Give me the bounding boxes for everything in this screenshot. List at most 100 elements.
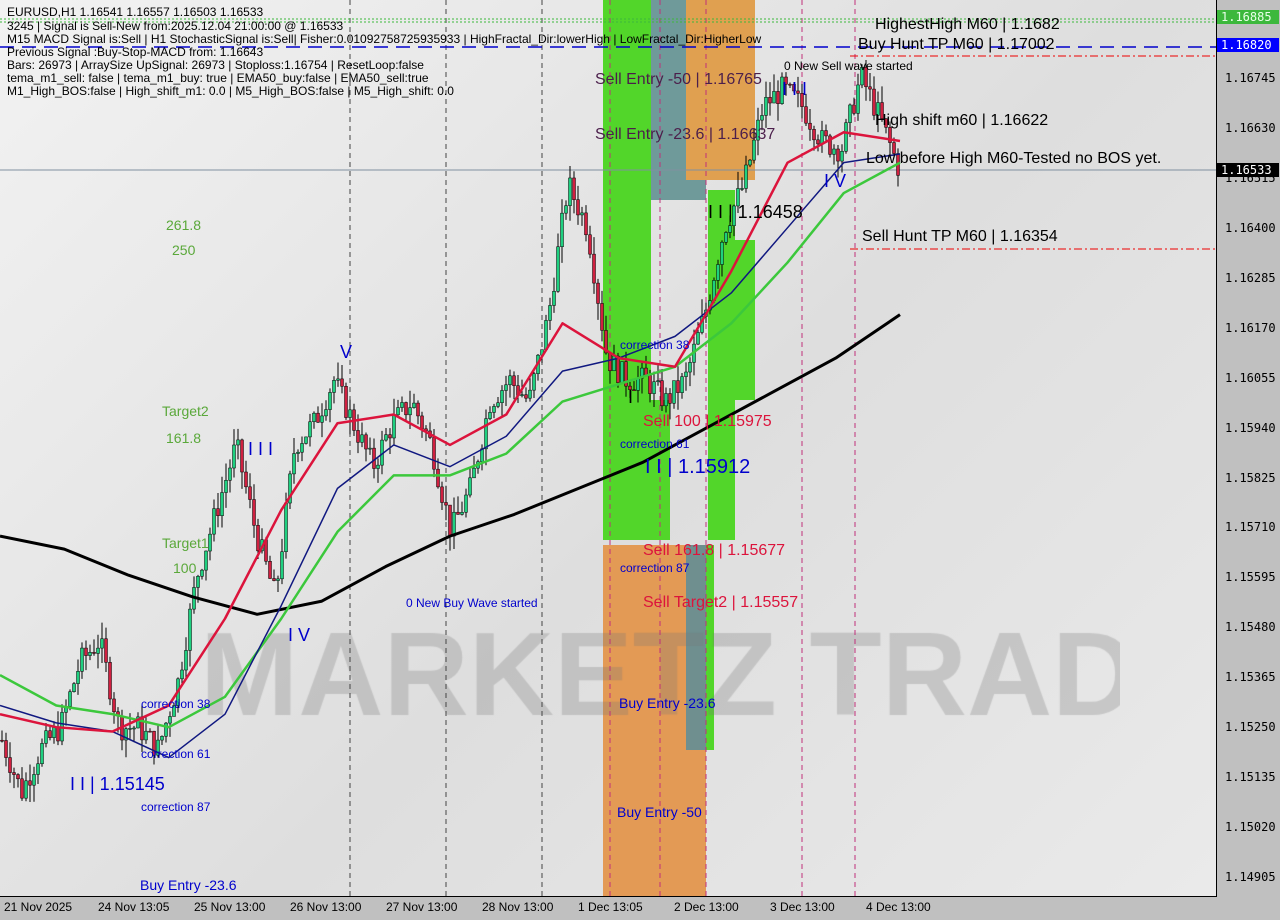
time-tick: 25 Nov 13:00 — [194, 900, 266, 914]
candle-body — [172, 705, 176, 717]
candle-body — [368, 447, 372, 450]
candle-body — [864, 66, 868, 88]
candle-body — [72, 683, 76, 692]
candle-body — [648, 375, 652, 394]
candle-body — [124, 728, 128, 741]
price-tick: 1.16400 — [1225, 220, 1276, 235]
price-tick: 1.15825 — [1225, 470, 1276, 485]
candle-body — [528, 389, 532, 399]
candle-body — [772, 91, 776, 104]
candle-body — [660, 380, 664, 407]
chart-label: correction 61 — [141, 747, 211, 761]
candle-body — [392, 414, 396, 439]
candle-body — [776, 91, 780, 104]
sell-zone-green-4 — [603, 400, 670, 540]
candle-body — [600, 303, 604, 331]
time-tick: 27 Nov 13:00 — [386, 900, 458, 914]
candle-body — [792, 84, 796, 92]
candle-body — [180, 669, 184, 680]
candle-body — [384, 434, 388, 441]
candle-body — [628, 385, 632, 390]
candle-body — [96, 647, 100, 654]
candle-body — [736, 188, 740, 207]
candle-body — [532, 373, 536, 391]
candle-body — [496, 402, 500, 407]
chart-label: 161.8 — [166, 430, 202, 446]
candle-body — [240, 439, 244, 473]
candle-body — [292, 453, 296, 475]
candle-body — [832, 148, 836, 155]
price-tick: 1.15710 — [1225, 520, 1276, 535]
chart-label: HighestHigh M60 | 1.1682 — [875, 16, 1060, 33]
candle-body — [272, 578, 276, 581]
candle-body — [676, 380, 680, 393]
candle-body — [748, 159, 752, 166]
candle-body — [824, 130, 828, 137]
candle-body — [340, 378, 344, 387]
candle-body — [452, 511, 456, 537]
candle-body — [36, 763, 40, 775]
price-plot — [0, 0, 1216, 896]
chart-label: Low before High M60-Tested no BOS yet. — [866, 150, 1162, 167]
info-line: Bars: 26973 | ArraySize UpSignal: 26973 … — [7, 58, 424, 72]
price-tick: 1.16285 — [1225, 270, 1276, 285]
candle-body — [216, 508, 220, 517]
sell-zone-orange — [686, 0, 755, 180]
price-tick: 1.16630 — [1225, 120, 1276, 135]
chart-label: I I I — [782, 79, 808, 99]
candle-body — [48, 730, 52, 738]
candle-body — [500, 390, 504, 404]
candle-body — [804, 106, 808, 124]
candle-body — [4, 740, 8, 758]
candle-body — [808, 122, 812, 130]
candle-body — [328, 392, 332, 410]
candle-body — [268, 561, 272, 579]
candle-body — [620, 361, 624, 383]
candle-body — [68, 691, 72, 707]
candle-body — [568, 177, 572, 206]
chart-area[interactable]: EURUSD,H1 1.16541 1.16557 1.16503 1.1653… — [0, 0, 1217, 897]
candle-body — [232, 444, 236, 469]
candle-body — [416, 402, 420, 417]
candle-body — [840, 150, 844, 162]
candle-body — [684, 371, 688, 377]
candle-body — [556, 246, 560, 292]
candle-body — [860, 66, 864, 86]
candle-body — [444, 502, 448, 506]
candle-body — [408, 407, 412, 416]
candle-body — [276, 578, 280, 581]
chart-label: Sell Hunt TP M60 | 1.16354 — [862, 228, 1058, 245]
candle-body — [680, 376, 684, 393]
candle-body — [76, 671, 80, 684]
candle-body — [828, 135, 832, 155]
price-tick: 1.16055 — [1225, 370, 1276, 385]
info-line: tema_m1_sell: false | tema_m1_buy: true … — [7, 71, 429, 85]
candle-body — [104, 638, 108, 663]
candle-body — [24, 780, 28, 799]
candle-body — [196, 576, 200, 588]
candle-body — [148, 730, 152, 733]
candle-body — [304, 436, 308, 444]
candle-body — [136, 716, 140, 729]
candle-body — [20, 778, 24, 799]
price-tick: 1.16745 — [1225, 71, 1276, 85]
candle-body — [52, 727, 56, 738]
candle-body — [0, 739, 4, 742]
candle-body — [724, 232, 728, 243]
candle-body — [664, 393, 668, 407]
time-tick: 28 Nov 13:00 — [482, 900, 554, 914]
candle-body — [228, 467, 232, 481]
candle-body — [764, 97, 768, 116]
candle-body — [400, 402, 404, 408]
info-line: Previous Signal :Buy-Stop-MACD from: 1.1… — [7, 45, 264, 59]
chart-label: I I | 1.16458 — [708, 202, 803, 222]
candle-body — [436, 468, 440, 488]
candle-body — [480, 448, 484, 462]
candle-body — [744, 164, 748, 189]
candle-body — [348, 409, 352, 418]
chart-label: Buy Hunt TP M60 | 1.17002 — [858, 36, 1055, 53]
candle-body — [492, 406, 496, 413]
ma-slow-line — [0, 313, 901, 616]
time-tick: 1 Dec 13:05 — [578, 900, 643, 914]
candle-body — [204, 550, 208, 571]
